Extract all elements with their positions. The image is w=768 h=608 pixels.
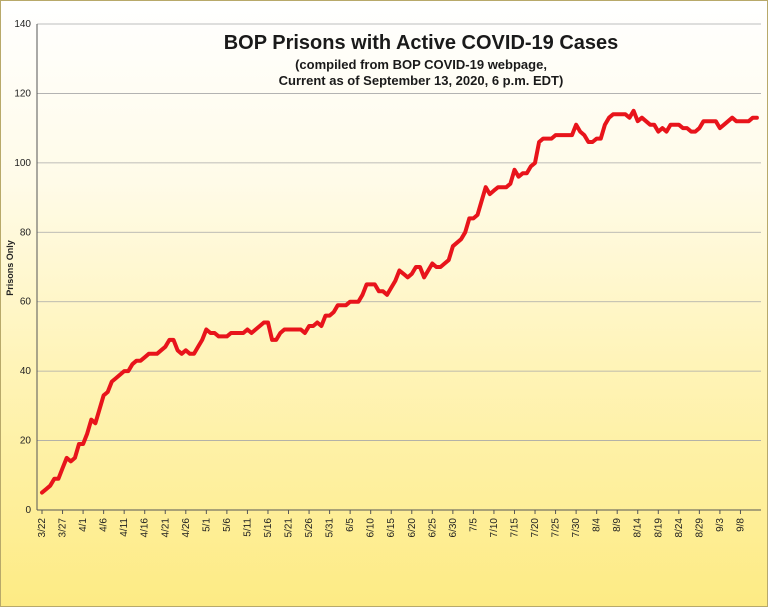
y-tick-label-60: 60 [20,297,32,308]
y-tick-label-120: 120 [14,88,31,99]
x-tick-label-5/31: 5/31 [325,518,336,538]
x-tick-label-5/6: 5/6 [222,518,233,532]
y-axis-label: Prisons Only [5,240,15,296]
y-tick-label-0: 0 [25,505,31,516]
x-tick-label-8/14: 8/14 [633,518,644,538]
y-tick-label-100: 100 [14,158,31,169]
x-tick-label-5/26: 5/26 [304,518,315,538]
x-tick-label-6/20: 6/20 [407,518,418,538]
x-tick-label-6/10: 6/10 [366,518,377,538]
x-tick-label-8/4: 8/4 [592,518,603,532]
x-tick-label-6/25: 6/25 [427,518,438,538]
x-tick-label-7/15: 7/15 [509,518,520,538]
y-tick-label-140: 140 [14,19,31,30]
series-layer [40,108,759,495]
x-axis-ticks: 3/22 3/27 4/1 4/6 4/11 4/16 4/21 4/26 5/1 5/6 5/11… [37,510,746,537]
gridlines [37,23,761,441]
x-tick-label-5/16: 5/16 [263,518,274,538]
x-tick-label-4/16: 4/16 [140,518,151,538]
y-tick-label-40: 40 [20,366,32,377]
x-tick-label-7/25: 7/25 [551,518,562,538]
axes [36,24,761,511]
y-tick-label-20: 20 [20,436,32,447]
y-tick-label-80: 80 [20,227,32,238]
x-tick-label-8/29: 8/29 [694,518,705,538]
x-tick-label-3/27: 3/27 [58,518,69,538]
chart-subtitle-line1: (compiled from BOP COVID-19 webpage, [295,57,547,72]
x-tick-label-4/11: 4/11 [119,518,130,537]
x-tick-label-4/21: 4/21 [160,518,171,538]
x-tick-label-8/9: 8/9 [612,518,623,532]
chart-title: BOP Prisons with Active COVID-19 Cases [224,32,619,54]
x-tick-label-8/19: 8/19 [653,518,664,538]
x-tick-label-6/30: 6/30 [448,518,459,538]
x-tick-label-6/5: 6/5 [345,518,356,532]
x-tick-label-7/20: 7/20 [530,518,541,538]
x-tick-label-6/15: 6/15 [386,518,397,538]
x-tick-label-7/10: 7/10 [489,518,500,538]
x-tick-label-9/8: 9/8 [735,518,746,532]
x-tick-label-5/21: 5/21 [284,518,295,538]
x-tick-label-5/1: 5/1 [201,518,212,532]
x-tick-label-7/30: 7/30 [571,518,582,538]
x-tick-label-9/3: 9/3 [715,518,726,532]
y-axis-ticks: 0 20 40 60 80 100 120 140 [14,19,31,516]
x-tick-label-4/1: 4/1 [78,518,89,532]
x-tick-label-8/24: 8/24 [674,518,685,538]
x-tick-label-5/11: 5/11 [242,518,253,537]
x-tick-label-4/6: 4/6 [99,518,110,532]
x-tick-label-3/22: 3/22 [37,518,48,538]
chart-subtitle-line2: Current as of September 13, 2020, 6 p.m.… [279,73,564,88]
series-line-0 [40,108,759,495]
x-tick-label-7/5: 7/5 [468,518,479,532]
x-tick-label-4/26: 4/26 [181,518,192,538]
